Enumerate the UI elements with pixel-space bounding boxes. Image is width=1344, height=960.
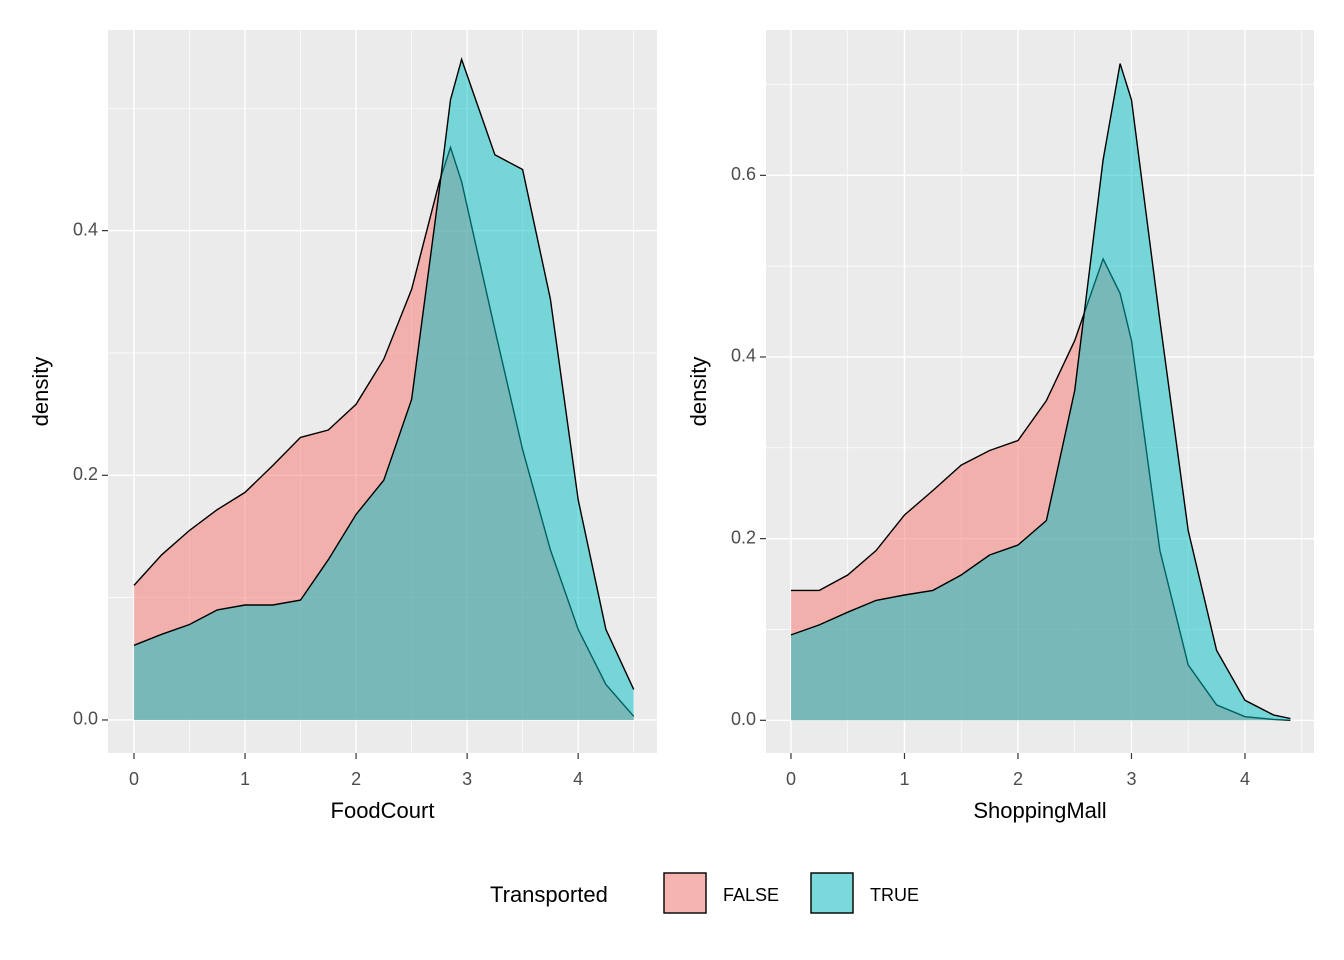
x-tick-label: 2 bbox=[351, 769, 361, 789]
y-tick-label: 0.0 bbox=[731, 709, 756, 729]
y-tick-label: 0.4 bbox=[731, 346, 756, 366]
y-tick-label: 0.4 bbox=[73, 219, 98, 239]
x-tick-label: 3 bbox=[1126, 769, 1136, 789]
y-axis-title: density bbox=[686, 357, 711, 427]
legend-key bbox=[810, 872, 854, 914]
x-axis-title: ShoppingMall bbox=[973, 798, 1106, 823]
y-tick-label: 0.0 bbox=[73, 709, 98, 729]
x-tick-label: 4 bbox=[1240, 769, 1250, 789]
y-axis-title: density bbox=[28, 357, 53, 427]
legend-label: TRUE bbox=[870, 885, 919, 905]
legend-title: Transported bbox=[490, 882, 608, 907]
x-tick-label: 4 bbox=[573, 769, 583, 789]
y-tick-label: 0.2 bbox=[73, 464, 98, 484]
x-axis-title: FoodCourt bbox=[331, 798, 435, 823]
legend-label: FALSE bbox=[723, 885, 779, 905]
x-tick-label: 1 bbox=[899, 769, 909, 789]
density-outline bbox=[133, 57, 635, 690]
density-area bbox=[134, 59, 634, 720]
density-area bbox=[791, 63, 1291, 721]
y-tick-label: 0.2 bbox=[731, 527, 756, 547]
legend-key bbox=[663, 872, 707, 914]
x-tick-label: 0 bbox=[129, 769, 139, 789]
density-outline bbox=[790, 63, 1291, 720]
x-tick-label: 3 bbox=[462, 769, 472, 789]
x-tick-label: 0 bbox=[786, 769, 796, 789]
y-tick-label: 0.6 bbox=[731, 164, 756, 184]
x-tick-label: 2 bbox=[1013, 769, 1023, 789]
x-tick-label: 1 bbox=[240, 769, 250, 789]
